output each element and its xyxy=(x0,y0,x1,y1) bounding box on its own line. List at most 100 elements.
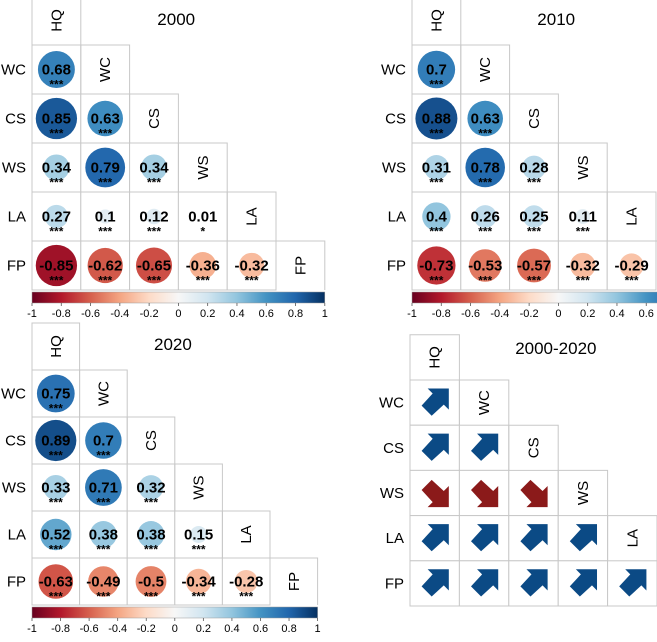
matrix-cell xyxy=(557,515,609,562)
row-label: CS xyxy=(5,433,26,450)
significance-mark: *** xyxy=(147,274,161,288)
correlation-value: 0.7 xyxy=(426,62,447,79)
header-cell xyxy=(269,557,319,605)
row-label: FP xyxy=(387,258,406,275)
significance-mark: *** xyxy=(527,176,541,190)
colorbar-tick-label: -0.8 xyxy=(51,623,70,635)
column-label: WC xyxy=(476,390,493,415)
correlation-circle xyxy=(137,521,165,548)
significance-mark: *** xyxy=(49,78,63,92)
arrow-up-icon xyxy=(619,569,647,597)
matrix-cell xyxy=(460,191,511,242)
significance-mark: *** xyxy=(196,274,210,288)
colorbar-tick-label: 0.4 xyxy=(229,308,244,320)
significance-mark: *** xyxy=(429,176,443,190)
colorbar-tick-label: 0.4 xyxy=(224,623,239,635)
correlation-value: -0.32 xyxy=(234,258,268,275)
colorbar-tick-label: 0.8 xyxy=(288,308,303,320)
row-label: CS xyxy=(5,111,26,128)
header-cell xyxy=(174,463,223,511)
panel-title: 2010 xyxy=(537,10,575,29)
correlation-circle xyxy=(189,252,217,279)
significance-mark: *** xyxy=(96,449,110,463)
arrow-up-icon xyxy=(569,569,598,597)
header-cell xyxy=(31,322,81,370)
correlation-circle xyxy=(570,252,596,279)
correlation-value: 0.38 xyxy=(89,527,118,544)
correlation-circle xyxy=(88,566,119,597)
column-label: CS xyxy=(526,437,543,458)
correlation-value: 0.68 xyxy=(42,62,71,79)
header-cell xyxy=(411,0,462,45)
correlation-circle xyxy=(522,155,546,180)
significance-mark: *** xyxy=(478,274,492,288)
correlation-value: 0.63 xyxy=(91,111,120,128)
correlation-circle xyxy=(238,252,265,279)
correlation-circle xyxy=(185,568,212,595)
column-label: LA xyxy=(238,525,255,543)
correlation-circle xyxy=(190,526,208,543)
correlation-value: 0.4 xyxy=(426,209,448,226)
correlation-circle xyxy=(85,469,122,506)
header-cell xyxy=(458,379,510,426)
colorbar-tick-label: -0.2 xyxy=(137,623,156,635)
correlation-value: 0.31 xyxy=(422,160,451,177)
correlation-circle xyxy=(417,246,456,285)
column-label: WS xyxy=(195,155,212,179)
significance-mark: *** xyxy=(98,274,112,288)
correlation-value: 0.1 xyxy=(95,209,116,226)
significance-mark: *** xyxy=(478,225,492,239)
correlation-circle xyxy=(619,253,644,278)
correlation-circle xyxy=(40,518,72,551)
header-cell xyxy=(508,424,559,471)
significance-mark: *** xyxy=(98,127,112,141)
significance-mark: *** xyxy=(144,590,158,604)
row-label: FP xyxy=(7,258,26,275)
significance-mark: *** xyxy=(96,590,110,604)
header-cell xyxy=(79,369,128,417)
significance-mark: *** xyxy=(429,274,443,288)
header-cell xyxy=(460,44,511,94)
significance-mark: *** xyxy=(192,543,206,557)
correlation-value: -0.36 xyxy=(186,258,220,275)
colorbar-tick-label: 0.8 xyxy=(281,623,296,635)
significance-mark: *** xyxy=(144,496,158,510)
correlation-value: 0.63 xyxy=(471,111,500,128)
correlation-circle xyxy=(35,244,78,287)
arrow-up-icon xyxy=(421,569,449,597)
significance-mark: *** xyxy=(147,176,161,190)
correlation-value: 0.71 xyxy=(89,480,118,497)
arrow-up-icon xyxy=(520,524,548,552)
column-label: WC xyxy=(97,57,114,82)
correlation-circle xyxy=(36,374,75,413)
colorbar-tick-label: -0.4 xyxy=(108,623,127,635)
correlation-circle xyxy=(135,247,173,284)
correlation-circle xyxy=(85,422,122,459)
correlation-value: 0.34 xyxy=(42,160,72,177)
column-label: HQ xyxy=(428,9,445,32)
colorbar-tick-label: -0.8 xyxy=(432,308,451,320)
significance-mark: *** xyxy=(576,225,590,239)
correlation-value: 0.78 xyxy=(471,160,500,177)
correlation-circle xyxy=(85,147,126,188)
column-label: CS xyxy=(143,430,160,451)
correlation-value: -0.49 xyxy=(86,574,120,591)
correlation-value: 0.7 xyxy=(93,433,114,450)
correlation-value: 0.75 xyxy=(41,386,70,403)
correlation-value: -0.34 xyxy=(181,574,216,591)
correlation-value: 0.34 xyxy=(139,160,169,177)
panel-2020: 0.75***0.89***0.7***0.33***0.71***0.32**… xyxy=(1,322,321,635)
colorbar-tick-label: 1 xyxy=(315,623,321,635)
colorbar-tick-label: -0.8 xyxy=(52,308,71,320)
row-label: WC xyxy=(1,386,26,403)
colorbar xyxy=(411,291,657,304)
column-label: WS xyxy=(191,475,208,499)
row-label: LA xyxy=(386,530,404,547)
column-label: WC xyxy=(95,381,112,406)
column-label: CS xyxy=(526,108,543,129)
arrow-up-icon xyxy=(569,524,598,552)
row-label: WS xyxy=(382,160,406,177)
column-label: FP xyxy=(292,256,309,275)
panel-title: 2020 xyxy=(154,335,192,354)
significance-mark: *** xyxy=(49,274,63,288)
